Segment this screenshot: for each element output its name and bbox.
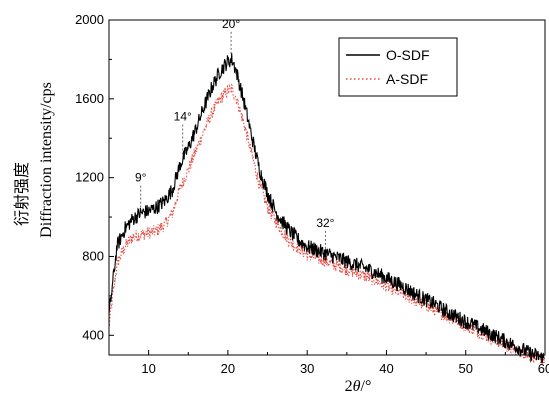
y-axis-label-cn: 衍射强度 [13, 162, 31, 226]
y-axis-label-en: Diffraction intensity/cps [38, 82, 55, 238]
x-axis-label: 2θ/° [345, 378, 372, 395]
annotation-label-20deg: 20° [222, 17, 240, 31]
annotation-label-32deg: 32° [316, 216, 334, 230]
series-line-a-sdf [108, 83, 546, 364]
series-layer [108, 53, 546, 364]
x-tick-label-30: 30 [300, 361, 314, 376]
annotations-layer: 9° 14° 20° 32° [135, 17, 335, 251]
legend: O-SDF A-SDF [338, 37, 458, 97]
y-tick-label-800: 800 [82, 248, 104, 263]
legend-box [338, 37, 458, 97]
y-tick-label-400: 400 [82, 327, 104, 342]
legend-label-o-sdf: O-SDF [386, 47, 430, 63]
x-tick-label-60: 60 [538, 361, 549, 376]
y-tick-label-1200: 1200 [75, 170, 104, 185]
legend-label-a-sdf: A-SDF [386, 71, 428, 87]
series-line-o-sdf [108, 53, 545, 364]
x-tick-label-20: 20 [221, 361, 235, 376]
y-tick-label-1600: 1600 [75, 91, 104, 106]
x-tick-label-50: 50 [458, 361, 472, 376]
annotation-label-9deg: 9° [135, 171, 147, 185]
annotation-label-14deg: 14° [174, 110, 192, 124]
y-tick-label-2000: 2000 [75, 12, 104, 27]
plot-frame [108, 19, 546, 356]
x-tick-label-40: 40 [379, 361, 393, 376]
x-tick-label-10: 10 [141, 361, 155, 376]
ticks-layer: 10 20 30 40 50 60 400 800 1200 1600 2000 [75, 12, 549, 376]
